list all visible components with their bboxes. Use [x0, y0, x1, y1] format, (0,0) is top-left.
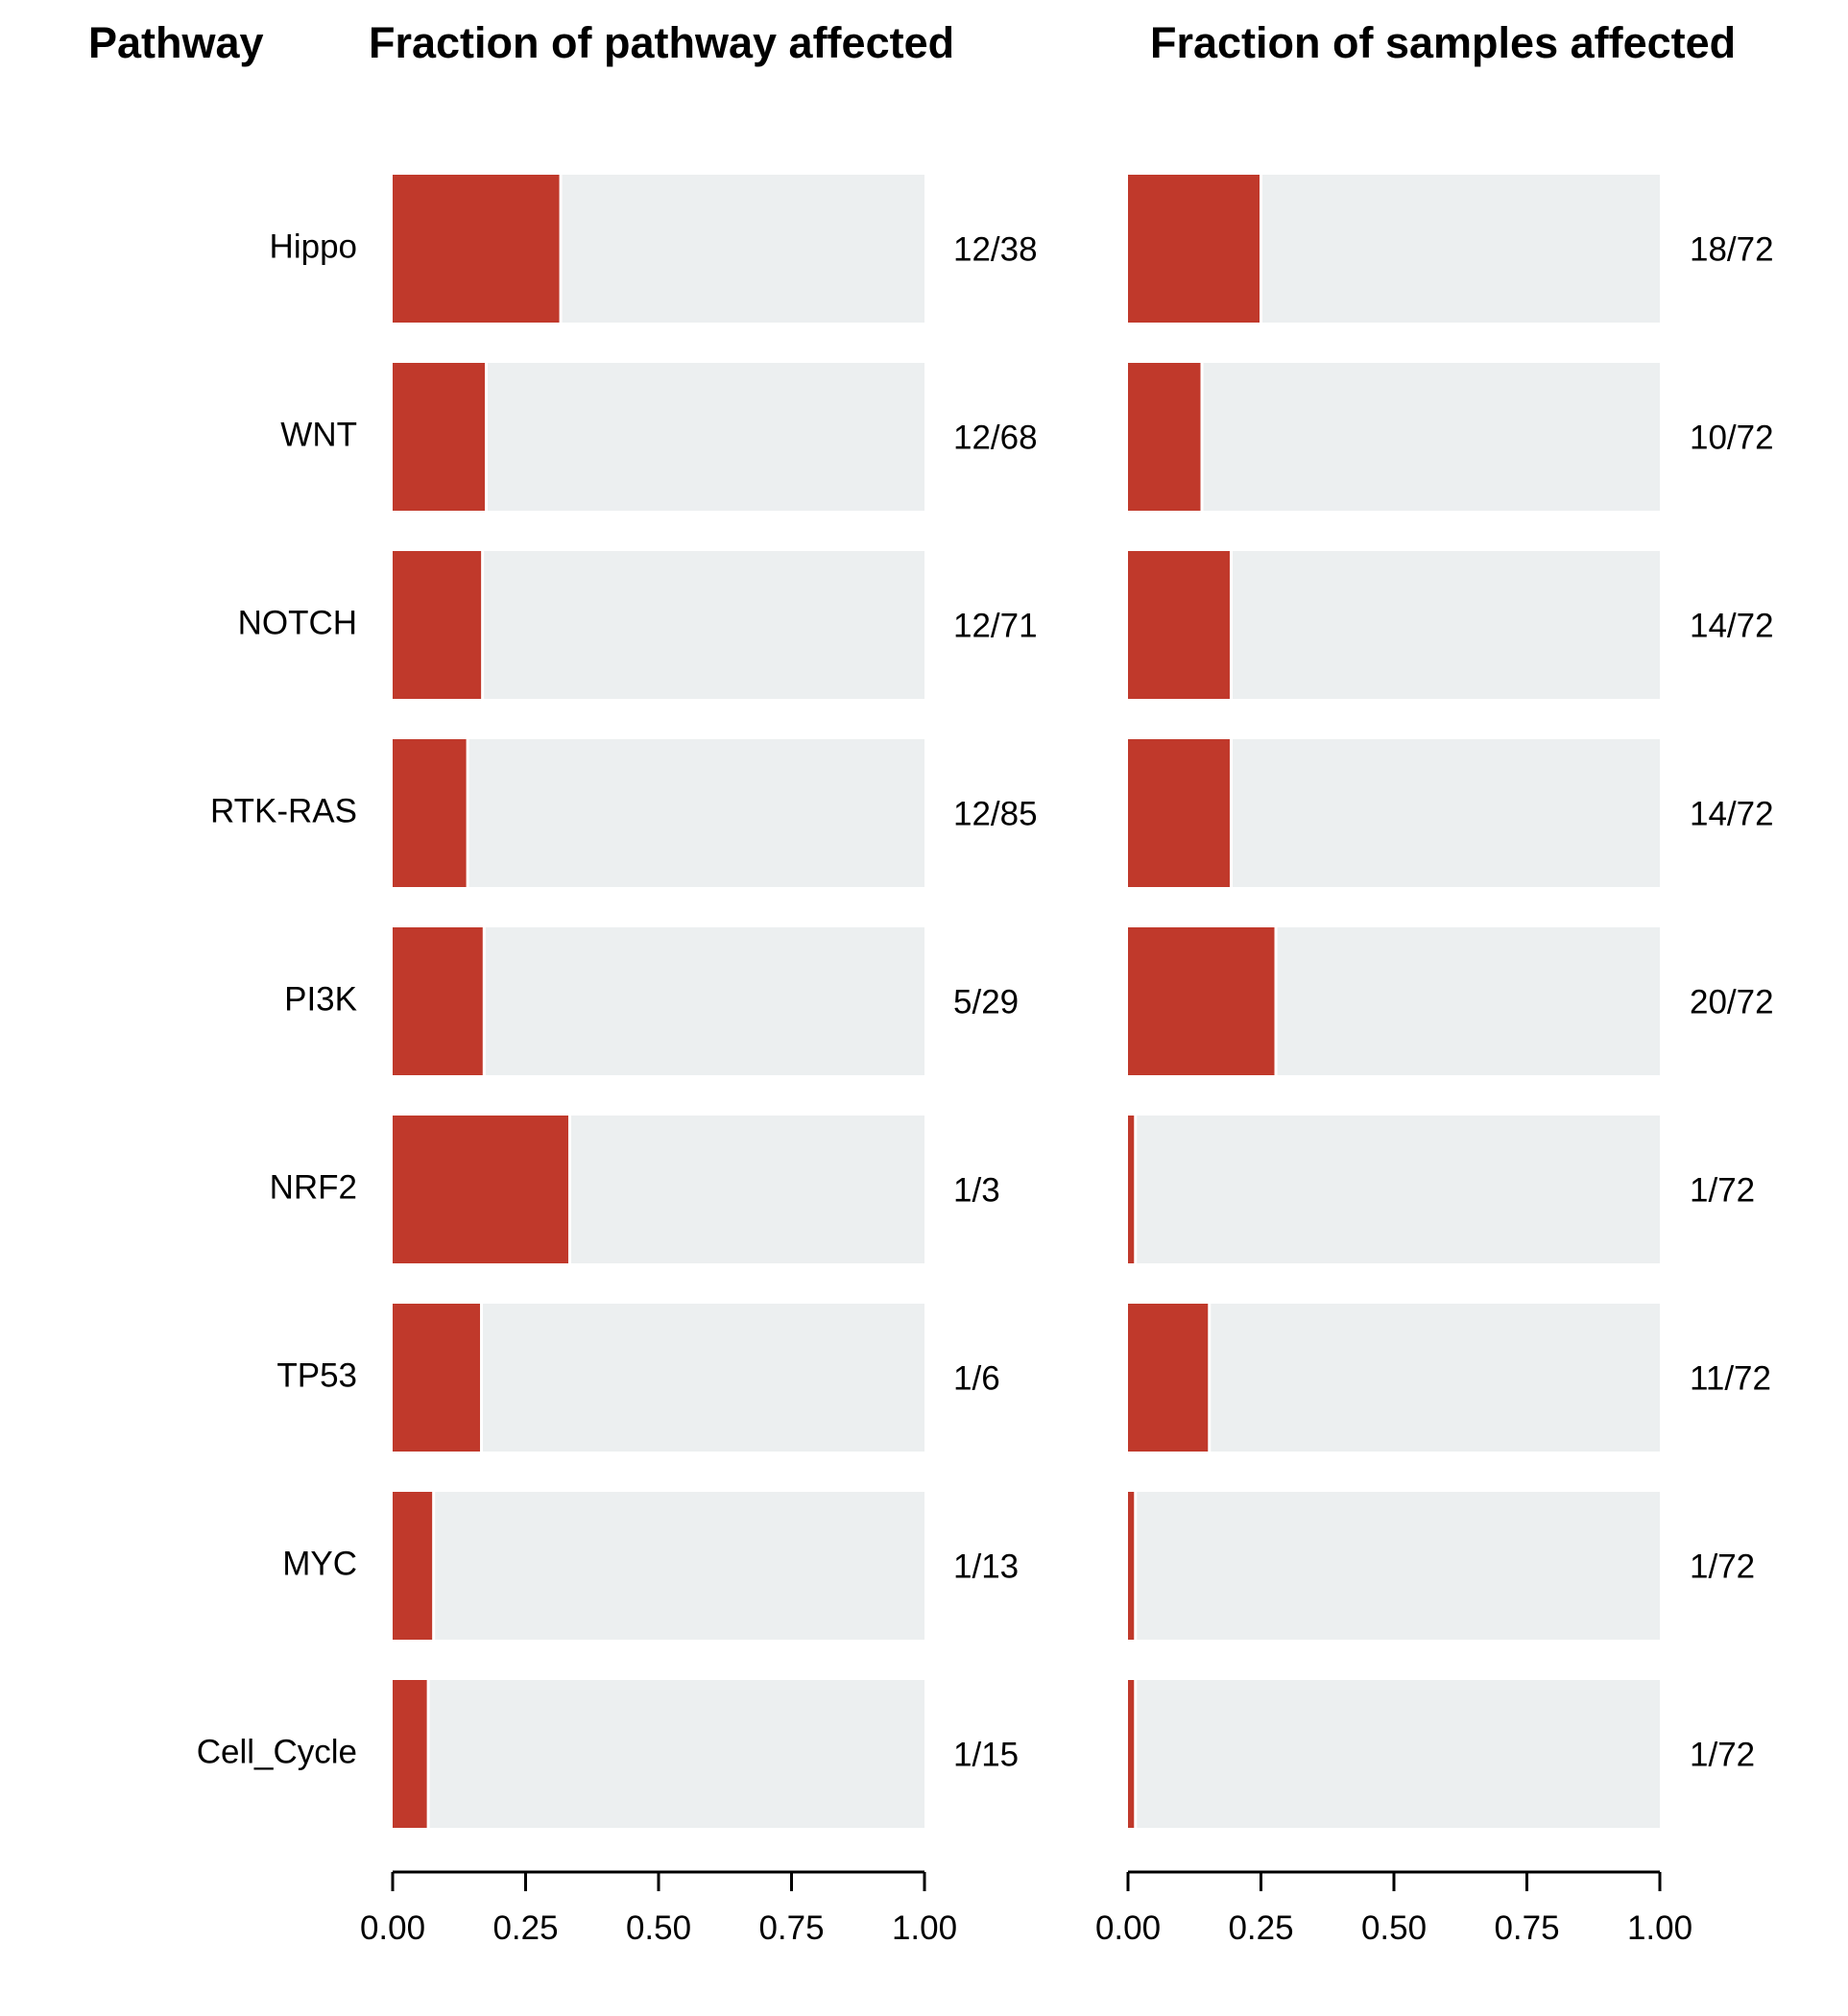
affected-bar — [393, 1304, 482, 1452]
value-label: 12/68 — [953, 419, 1038, 456]
affected-bar — [1128, 363, 1203, 511]
value-label: 12/38 — [953, 230, 1038, 268]
affected-bar — [1128, 1304, 1210, 1452]
value-label: 1/72 — [1690, 1548, 1755, 1585]
background-bar — [393, 1492, 924, 1640]
value-label: 1/3 — [953, 1171, 1000, 1209]
category-label: Cell_Cycle — [197, 1733, 357, 1770]
value-label: 12/71 — [953, 607, 1038, 644]
category-labels: Hippo WNT NOTCH RTK-RAS PI3K NRF2 TP53 MYC Cell_… — [197, 228, 357, 1770]
category-label: NRF2 — [270, 1168, 357, 1206]
left-panel: 12/38 12/68 12/71 12/85 5/29 1/3 1/6 1/13 1/15 0.… — [360, 175, 1038, 1947]
x-tick-label: 0.00 — [360, 1909, 425, 1947]
pathway-column-header: Pathway — [88, 18, 264, 67]
background-bar — [393, 739, 924, 887]
left-panel-title: Fraction of pathway affected — [369, 18, 954, 67]
affected-bar — [1128, 1680, 1136, 1828]
category-label: RTK-RAS — [210, 792, 357, 829]
x-tick-label: 0.50 — [626, 1909, 691, 1947]
right-panel-title: Fraction of samples affected — [1150, 18, 1736, 67]
background-bar — [1128, 1304, 1660, 1452]
value-label: 12/85 — [953, 795, 1038, 832]
x-tick-label: 0.25 — [1228, 1909, 1293, 1947]
x-tick-label: 0.75 — [758, 1909, 824, 1947]
value-label: 1/13 — [953, 1548, 1019, 1585]
value-label: 14/72 — [1690, 795, 1774, 832]
background-bar — [393, 1680, 924, 1828]
category-label: Hippo — [270, 228, 357, 265]
affected-bar — [393, 551, 483, 699]
affected-bar — [1128, 739, 1232, 887]
value-label: 11/72 — [1690, 1359, 1771, 1397]
category-label: WNT — [280, 416, 357, 453]
affected-bar — [1128, 927, 1277, 1075]
affected-bar — [393, 1680, 429, 1828]
value-label: 14/72 — [1690, 607, 1774, 644]
affected-bar — [1128, 1492, 1136, 1640]
value-label: 5/29 — [953, 983, 1019, 1020]
affected-bar — [393, 363, 487, 511]
value-label: 10/72 — [1690, 419, 1774, 456]
category-label: NOTCH — [238, 604, 357, 641]
x-tick-label: 0.25 — [492, 1909, 558, 1947]
value-label: 1/15 — [953, 1736, 1019, 1773]
value-label: 20/72 — [1690, 983, 1774, 1020]
value-label: 1/6 — [953, 1359, 1000, 1397]
affected-bar — [393, 927, 485, 1075]
affected-bar — [393, 175, 562, 323]
category-label: PI3K — [284, 980, 357, 1018]
affected-bar — [393, 739, 468, 887]
affected-bar — [1128, 175, 1261, 323]
value-label: 1/72 — [1690, 1736, 1755, 1773]
right-panel: 18/72 10/72 14/72 14/72 20/72 1/72 11/72 1/72 1/… — [1095, 175, 1774, 1947]
x-tick-label: 1.00 — [892, 1909, 957, 1947]
category-label: TP53 — [276, 1356, 357, 1394]
affected-bar — [393, 1492, 434, 1640]
category-label: MYC — [282, 1545, 357, 1582]
x-tick-label: 0.50 — [1361, 1909, 1427, 1947]
x-tick-label: 0.75 — [1494, 1909, 1559, 1947]
affected-bar — [1128, 551, 1232, 699]
background-bar — [1128, 1492, 1660, 1640]
x-tick-label: 0.00 — [1095, 1909, 1161, 1947]
background-bar — [1128, 1116, 1660, 1263]
background-bar — [1128, 1680, 1660, 1828]
value-label: 18/72 — [1690, 230, 1774, 268]
background-bar — [1128, 363, 1660, 511]
x-tick-label: 1.00 — [1627, 1909, 1692, 1947]
affected-bar — [393, 1116, 570, 1263]
affected-bar — [1128, 1116, 1136, 1263]
value-label: 1/72 — [1690, 1171, 1755, 1209]
